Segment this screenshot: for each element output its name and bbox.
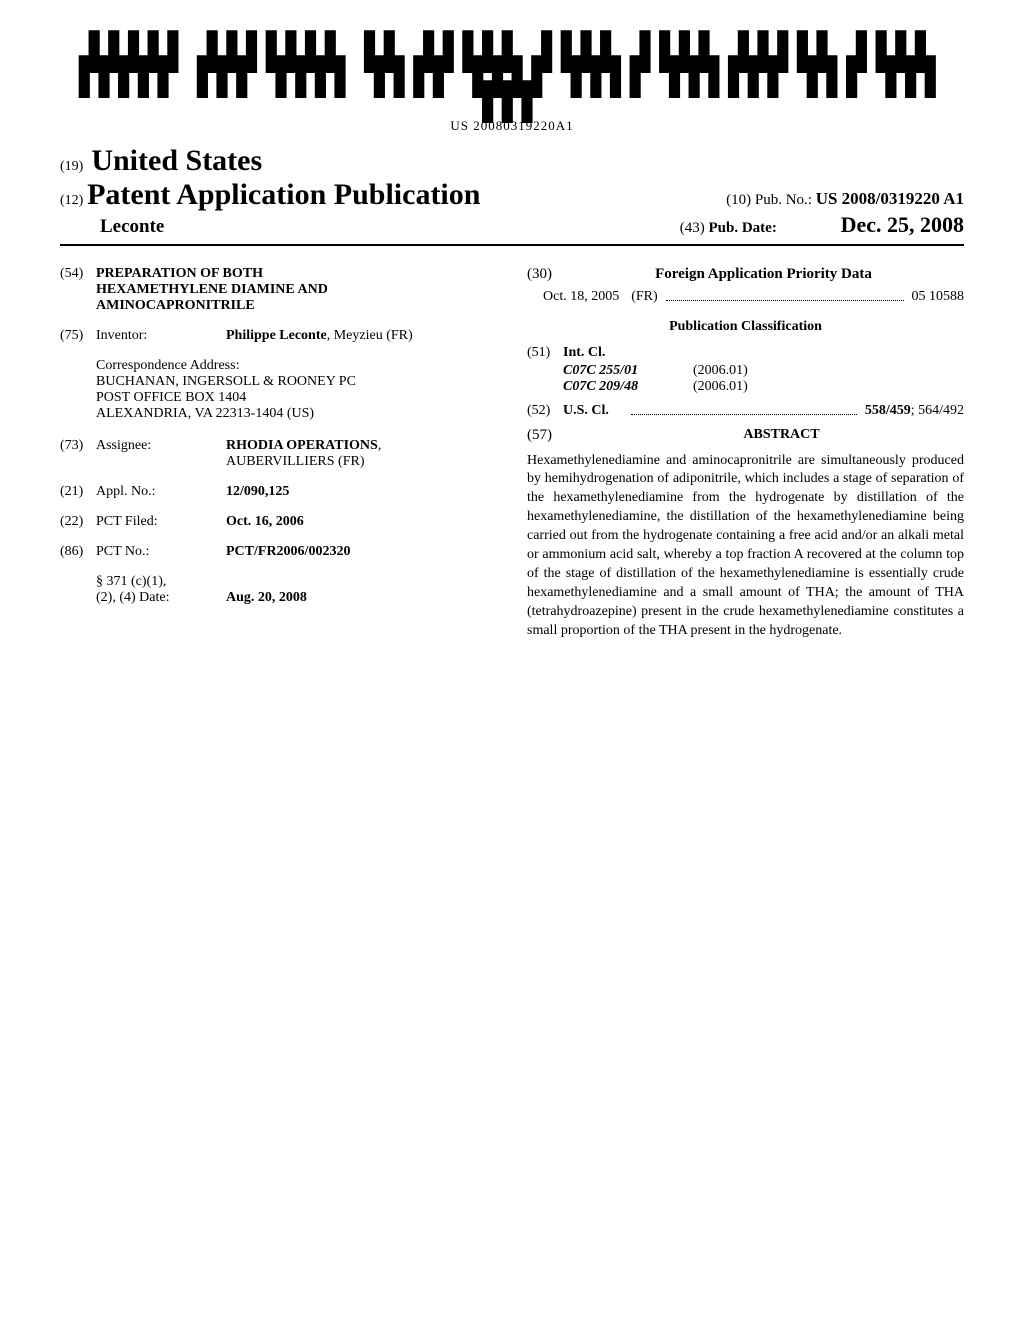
left-column: (54) PREPARATION OF BOTH HEXAMETHYLENE D… xyxy=(60,266,497,641)
pub-no: US 2008/0319220 A1 xyxy=(816,189,964,208)
pub-date-block: (43) Pub. Date: Dec. 25, 2008 xyxy=(680,212,964,238)
title-line3: AMINOCAPRONITRILE xyxy=(96,298,328,314)
correspondence-label: Correspondence Address: xyxy=(96,358,497,374)
intcl-label: Int. Cl. xyxy=(563,345,605,361)
priority-number: 05 10588 xyxy=(912,289,965,305)
intcl-2-date: (2006.01) xyxy=(693,379,748,395)
pct-no-label: PCT No.: xyxy=(96,544,226,560)
pct-no-value: PCT/FR2006/002320 xyxy=(226,544,497,560)
assignee-label: Assignee: xyxy=(96,438,226,470)
pct-filed-value: Oct. 16, 2006 xyxy=(226,514,497,530)
s371-block: § 371 (c)(1), (2), (4) Date: Aug. 20, 20… xyxy=(96,574,497,606)
code-54: (54) xyxy=(60,266,96,314)
field-52: (52) U.S. Cl. 558/459; 564/492 xyxy=(527,403,964,419)
s371-line2-row: (2), (4) Date: Aug. 20, 2008 xyxy=(96,590,497,606)
barcode-text: US 20080319220A1 xyxy=(60,118,964,134)
divider xyxy=(60,244,964,246)
abstract-heading: ABSTRACT xyxy=(599,427,964,444)
uscl-label: U.S. Cl. xyxy=(563,403,623,419)
field-54: (54) PREPARATION OF BOTH HEXAMETHYLENE D… xyxy=(60,266,497,314)
code-12: (12) xyxy=(60,193,83,208)
pub-type-line: (12) Patent Application Publication (10)… xyxy=(60,178,964,212)
inventor-value: Philippe Leconte, Meyzieu (FR) xyxy=(226,328,497,344)
intcl-1-date: (2006.01) xyxy=(693,363,748,379)
correspondence-line2: POST OFFICE BOX 1404 xyxy=(96,390,497,406)
pub-date-label: Pub. Date: xyxy=(709,220,777,236)
uscl-value: 558/459; 564/492 xyxy=(865,403,964,419)
code-30: (30) xyxy=(527,266,563,283)
code-73: (73) xyxy=(60,438,96,470)
code-43: (43) xyxy=(680,220,705,236)
uscl-value-bold: 558/459 xyxy=(865,403,911,418)
right-column: (30) Foreign Application Priority Data O… xyxy=(527,266,964,641)
code-22: (22) xyxy=(60,514,96,530)
pub-type: Patent Application Publication xyxy=(87,178,480,211)
code-51: (51) xyxy=(527,345,563,361)
field-75: (75) Inventor: Philippe Leconte, Meyzieu… xyxy=(60,328,497,344)
code-52: (52) xyxy=(527,403,563,419)
field-86: (86) PCT No.: PCT/FR2006/002320 xyxy=(60,544,497,560)
appl-value: 12/090,125 xyxy=(226,484,497,500)
assignee-name: RHODIA OPERATIONS xyxy=(226,438,378,453)
code-21: (21) xyxy=(60,484,96,500)
title-line1: PREPARATION OF BOTH xyxy=(96,266,328,282)
assignee-location: AUBERVILLIERS (FR) xyxy=(226,454,365,469)
pub-no-label: Pub. No.: xyxy=(755,192,812,208)
code-75: (75) xyxy=(60,328,96,344)
s371-line2: (2), (4) Date: xyxy=(96,590,226,606)
assignee-value: RHODIA OPERATIONS, AUBERVILLIERS (FR) xyxy=(226,438,497,470)
inventor-label: Inventor: xyxy=(96,328,226,344)
country-name: United States xyxy=(91,144,262,178)
barcode-graphic: ▌▌▌▌▌ ▌▌▌▌▌▌▌ ▌▌ ▌▌▌▌▌ ▌▌▌▌ ▌▌▌▌ ▌▌▌▌▌ ▌… xyxy=(60,40,964,116)
inventor-location: , Meyzieu (FR) xyxy=(327,328,413,343)
correspondence-line1: BUCHANAN, INGERSOLL & ROONEY PC xyxy=(96,374,497,390)
priority-dotted xyxy=(666,289,904,301)
foreign-heading: Foreign Application Priority Data xyxy=(563,266,964,283)
uscl-value-rest: ; 564/492 xyxy=(911,403,964,418)
intcl-2-code: C07C 209/48 xyxy=(563,379,693,395)
header-barcode-row: ▌▌▌▌▌ ▌▌▌▌▌▌▌ ▌▌ ▌▌▌▌▌ ▌▌▌▌ ▌▌▌▌ ▌▌▌▌▌ ▌… xyxy=(60,40,964,134)
title-block: (19) United States (12) Patent Applicati… xyxy=(60,144,964,238)
appl-label: Appl. No.: xyxy=(96,484,226,500)
intcl-1-code: C07C 255/01 xyxy=(563,363,693,379)
pub-date: Dec. 25, 2008 xyxy=(841,212,964,237)
author-date-line: Leconte (43) Pub. Date: Dec. 25, 2008 xyxy=(60,212,964,238)
invention-title: PREPARATION OF BOTH HEXAMETHYLENE DIAMIN… xyxy=(96,266,328,314)
title-line2: HEXAMETHYLENE DIAMINE AND xyxy=(96,282,328,298)
pct-filed-label: PCT Filed: xyxy=(96,514,226,530)
intcl-row-2: C07C 209/48 (2006.01) xyxy=(563,379,964,395)
pub-type-left: (12) Patent Application Publication xyxy=(60,178,480,212)
uscl-dotted xyxy=(631,403,857,415)
field-51: (51) Int. Cl. xyxy=(527,345,964,361)
correspondence-line3: ALEXANDRIA, VA 22313-1404 (US) xyxy=(96,406,497,422)
intcl-row-1: C07C 255/01 (2006.01) xyxy=(563,363,964,379)
priority-country: (FR) xyxy=(631,289,657,305)
priority-row: Oct. 18, 2005 (FR) 05 10588 xyxy=(543,289,964,305)
field-57: (57) ABSTRACT xyxy=(527,427,964,444)
pub-class-heading: Publication Classification xyxy=(527,319,964,335)
code-19: (19) xyxy=(60,159,83,175)
content-columns: (54) PREPARATION OF BOTH HEXAMETHYLENE D… xyxy=(60,266,964,641)
code-57: (57) xyxy=(527,427,563,444)
field-30: (30) Foreign Application Priority Data xyxy=(527,266,964,283)
field-73: (73) Assignee: RHODIA OPERATIONS, AUBERV… xyxy=(60,438,497,470)
s371-line1: § 371 (c)(1), xyxy=(96,574,497,590)
correspondence-block: Correspondence Address: BUCHANAN, INGERS… xyxy=(96,358,497,422)
author: Leconte xyxy=(100,216,164,238)
field-22: (22) PCT Filed: Oct. 16, 2006 xyxy=(60,514,497,530)
barcode-block: ▌▌▌▌▌ ▌▌▌▌▌▌▌ ▌▌ ▌▌▌▌▌ ▌▌▌▌ ▌▌▌▌ ▌▌▌▌▌ ▌… xyxy=(60,40,964,134)
code-10: (10) xyxy=(726,192,751,208)
country-line: (19) United States xyxy=(60,144,964,178)
field-21: (21) Appl. No.: 12/090,125 xyxy=(60,484,497,500)
code-86: (86) xyxy=(60,544,96,560)
abstract-text: Hexamethylenediamine and aminocapronitri… xyxy=(527,452,964,641)
s371-value: Aug. 20, 2008 xyxy=(226,590,307,606)
inventor-name: Philippe Leconte xyxy=(226,328,327,343)
priority-date: Oct. 18, 2005 xyxy=(543,289,619,305)
pub-no-block: (10) Pub. No.: US 2008/0319220 A1 xyxy=(726,189,964,209)
